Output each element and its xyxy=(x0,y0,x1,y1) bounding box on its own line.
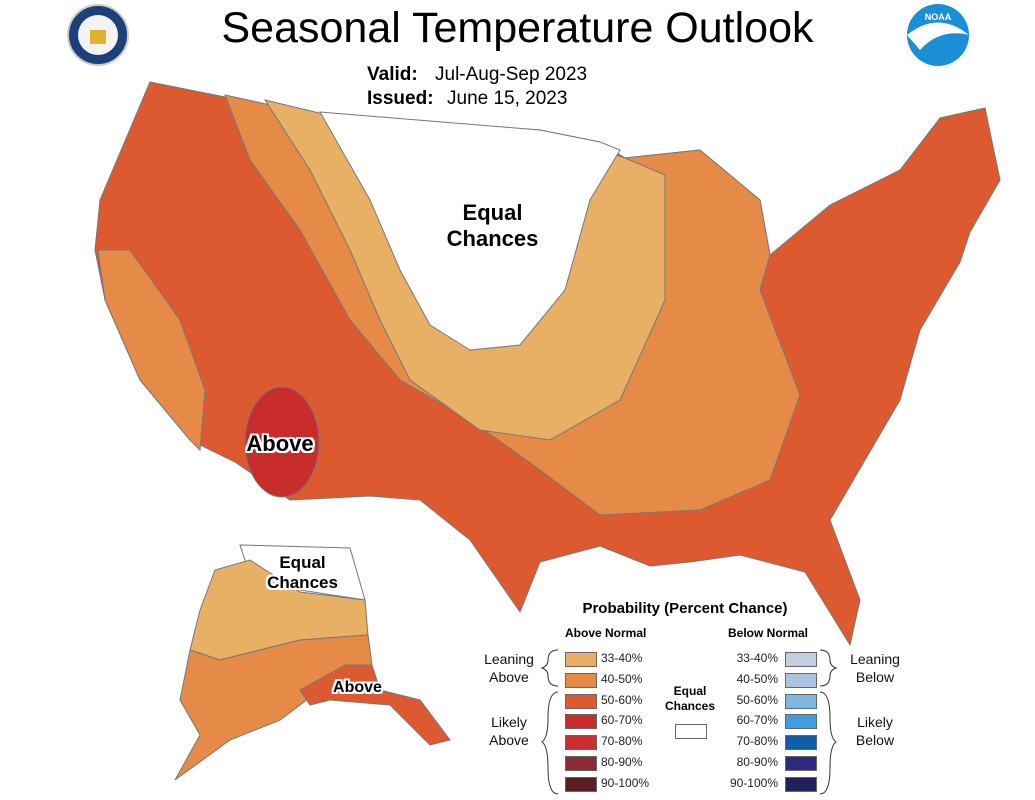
label-ak-equal-chances: Equal Chances xyxy=(267,553,338,592)
legend-range-above: 60-70% xyxy=(601,713,643,728)
legend-range-above: 33-40% xyxy=(601,651,643,665)
legend-swatch-above-5 xyxy=(565,756,597,771)
legend-range-below: 60-70% xyxy=(736,713,778,728)
ak-above-50-60 xyxy=(299,664,451,746)
legend-likely-above: Likely Above xyxy=(489,714,529,748)
legend-range-above: 50-60% xyxy=(601,692,643,707)
brace-below-icon xyxy=(819,649,838,795)
valid-value: Jul-Aug-Sep 2023 xyxy=(435,64,588,85)
ca-above-40-50 xyxy=(97,249,206,452)
legend-range-below: 40-50% xyxy=(736,671,778,686)
legend-swatch-above-3 xyxy=(565,714,597,730)
legend-range-below: 90-100% xyxy=(729,775,778,790)
legend-swatch-below-1 xyxy=(785,672,817,688)
svg-text:NOAA: NOAA xyxy=(925,12,952,22)
legend-swatch-above-4 xyxy=(565,735,597,751)
legend-below-header: Below Normal xyxy=(728,626,809,640)
legend-equal-chances: Equal Chances xyxy=(664,684,716,713)
legend-leaning-below: Leaning Below xyxy=(850,651,900,685)
legend-swatch-below-5 xyxy=(785,756,817,771)
az-above-60-70 xyxy=(244,386,320,498)
label-conus-equal-chances: Equal Chances xyxy=(446,200,539,251)
page-title: Seasonal Temperature Outlook xyxy=(221,4,814,52)
legend-swatch-below-2 xyxy=(785,693,817,709)
ak-above-40-50 xyxy=(174,634,373,781)
legend-range-above: 80-90% xyxy=(601,755,643,769)
legend-range-above: 90-100% xyxy=(601,775,650,790)
legend-swatch-above-6 xyxy=(565,776,597,792)
legend-leaning-above: Leaning Above xyxy=(484,651,534,685)
conus-equal-chances xyxy=(319,111,621,351)
legend-swatch-below-6 xyxy=(785,776,817,792)
legend-swatch-below-0 xyxy=(785,652,817,667)
legend-swatch-above-0 xyxy=(565,652,597,667)
legend-likely-below: Likely Below xyxy=(855,714,895,748)
legend-range-above: 70-80% xyxy=(601,734,643,749)
legend-title: Probability (Percent Chance) xyxy=(582,600,788,617)
label-ak-above: Above xyxy=(333,679,382,696)
valid-label: Valid: xyxy=(367,64,418,85)
legend-swatch-equal xyxy=(675,724,707,739)
legend-range-above: 40-50% xyxy=(601,671,643,686)
legend-range-below: 80-90% xyxy=(736,755,778,769)
legend-swatch-above-2 xyxy=(565,693,597,709)
issued-label: Issued: xyxy=(367,88,434,109)
label-conus-above: Above xyxy=(246,431,314,456)
legend-range-below: 33-40% xyxy=(736,651,778,665)
legend-above-header: Above Normal xyxy=(565,626,647,640)
legend-swatch-above-1 xyxy=(565,672,597,688)
issued-line: Issued: June 15, 2023 xyxy=(367,88,567,110)
valid-line: Valid: Jul-Aug-Sep 2023 xyxy=(367,64,587,86)
legend-range-below: 50-60% xyxy=(736,692,778,707)
legend-swatch-below-3 xyxy=(785,714,817,730)
legend-range-below: 70-80% xyxy=(736,734,778,749)
brace-above-icon xyxy=(540,649,559,795)
legend-swatch-below-4 xyxy=(785,735,817,751)
issued-value: June 15, 2023 xyxy=(447,88,568,109)
noaa-logo-icon: NOAA xyxy=(907,4,969,66)
department-of-commerce-seal-icon xyxy=(67,4,129,66)
